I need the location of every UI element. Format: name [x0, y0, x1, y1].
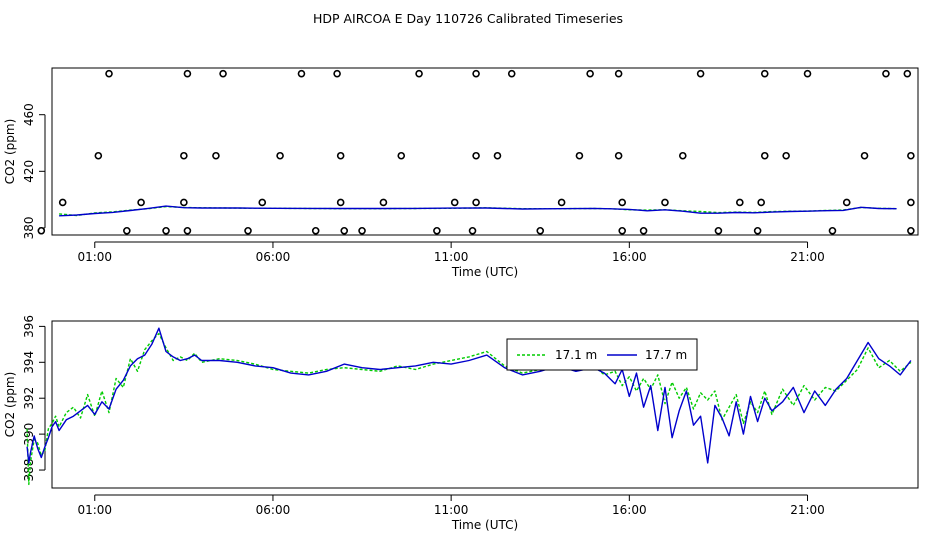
calibration-marker	[472, 151, 480, 160]
calibration-marker	[557, 198, 566, 207]
calibration-marker	[803, 69, 812, 78]
x-tick-label: 21:00	[790, 250, 825, 264]
calibration-marker	[842, 198, 851, 207]
calibration-marker	[753, 226, 762, 235]
y-tick-label: 420	[22, 160, 36, 183]
calibration-marker	[276, 151, 284, 160]
plot-frame	[51, 67, 919, 236]
calibration-marker	[782, 151, 790, 160]
calibration-marker	[696, 69, 705, 78]
calibration-marker	[714, 226, 723, 235]
calibration-marker	[340, 226, 349, 235]
calibration-marker	[336, 198, 345, 207]
calibration-marker	[536, 226, 545, 235]
calibration-marker	[433, 226, 441, 235]
x-axis-label: Time (UTC)	[451, 518, 518, 532]
calibration-marker	[757, 198, 765, 207]
calibration-marker	[472, 198, 480, 207]
y-tick-label: 380	[22, 216, 36, 239]
x-axis-label: Time (UTC)	[451, 265, 518, 279]
calibration-marker	[162, 226, 170, 235]
calibration-marker	[180, 198, 188, 207]
y-tick-label: 392	[22, 387, 36, 410]
calibration-marker	[907, 198, 915, 207]
calibration-marker	[586, 69, 594, 78]
series-line	[26, 327, 912, 464]
calibration-marker	[760, 69, 769, 78]
y-tick-label: 394	[22, 351, 36, 374]
calibration-marker	[37, 226, 46, 235]
calibration-marker	[94, 151, 103, 160]
plot-frame	[51, 320, 919, 489]
x-tick-label: 21:00	[790, 503, 825, 517]
x-tick-label: 11:00	[434, 250, 469, 264]
calibration-marker	[379, 198, 388, 207]
calibration-marker	[244, 226, 252, 235]
calibration-marker	[618, 226, 627, 235]
calibration-marker	[415, 69, 423, 78]
calibration-marker	[882, 69, 890, 78]
calibration-marker	[618, 198, 627, 207]
calibration-marker	[614, 69, 623, 78]
x-tick-label: 16:00	[612, 250, 647, 264]
series-line	[26, 332, 912, 486]
calibration-marker	[678, 151, 687, 160]
calibration-marker	[212, 151, 220, 160]
calibration-marker	[105, 69, 113, 78]
x-tick-label: 11:00	[434, 503, 469, 517]
y-tick-label: 396	[22, 315, 36, 338]
y-axis-label: CO2 (ppm)	[3, 372, 17, 438]
calibration-marker	[180, 151, 188, 160]
calibration-marker	[137, 198, 145, 207]
calibration-marker	[907, 226, 915, 235]
calibration-marker	[507, 69, 516, 78]
x-tick-label: 01:00	[77, 503, 112, 517]
calibration-marker	[614, 151, 623, 160]
calibration-marker	[860, 151, 869, 160]
x-tick-label: 06:00	[256, 503, 291, 517]
calibration-marker	[828, 226, 837, 235]
calibration-marker	[907, 151, 915, 160]
calibration-marker	[183, 226, 192, 235]
calibration-marker	[333, 69, 341, 78]
calibration-marker	[183, 69, 192, 78]
calibration-marker	[123, 226, 131, 235]
calibration-marker	[472, 69, 480, 78]
legend-label: 17.7 m	[645, 348, 687, 362]
figure-title: HDP AIRCOA E Day 110726 Calibrated Times…	[313, 11, 623, 26]
calibration-marker	[736, 198, 744, 207]
x-tick-label: 16:00	[612, 503, 647, 517]
calibration-marker	[258, 198, 267, 207]
y-tick-label: 390	[22, 423, 36, 446]
calibration-marker	[493, 151, 502, 160]
calibration-marker	[336, 151, 345, 160]
calibration-marker	[311, 226, 320, 235]
calibration-marker	[397, 151, 406, 160]
calibration-marker	[760, 151, 769, 160]
calibration-marker	[219, 69, 227, 78]
calibration-marker	[450, 198, 459, 207]
x-tick-label: 01:00	[77, 250, 112, 264]
y-tick-label: 460	[22, 103, 36, 126]
calibration-marker	[297, 69, 306, 78]
legend-label: 17.1 m	[555, 348, 597, 362]
calibration-marker	[575, 151, 584, 160]
calibration-marker	[358, 226, 366, 235]
series-line	[59, 205, 897, 217]
calibration-marker	[639, 226, 648, 235]
top-panel: 01:00 06:00 11:00 16:00 21:00 Time (UTC) 380 42…	[3, 67, 919, 279]
calibration-marker	[661, 198, 669, 207]
calibration-marker	[903, 69, 912, 78]
calibration-marker	[468, 226, 477, 235]
y-axis-label: CO2 (ppm)	[3, 119, 17, 185]
x-tick-label: 06:00	[256, 250, 291, 264]
calibration-marker	[58, 198, 67, 207]
